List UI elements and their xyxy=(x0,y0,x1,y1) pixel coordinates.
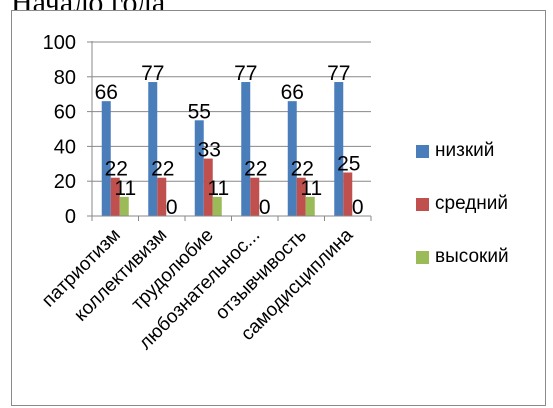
data-label: 55 xyxy=(188,100,211,123)
axes xyxy=(87,41,372,221)
data-label: 0 xyxy=(166,196,178,219)
bar-1 xyxy=(334,82,344,217)
data-label: 11 xyxy=(207,177,229,200)
legend-swatch xyxy=(416,198,429,211)
data-label: 0 xyxy=(259,196,271,219)
bar-2 xyxy=(343,172,353,216)
legend-swatch xyxy=(416,251,429,264)
data-label: 22 xyxy=(151,158,174,181)
bar-2 xyxy=(110,177,120,216)
bar-2 xyxy=(157,177,167,216)
bar-1 xyxy=(287,101,297,216)
bar-1 xyxy=(194,120,204,216)
y-tick-label: 100 xyxy=(43,32,76,54)
chart-frame xyxy=(11,10,546,406)
data-label: 11 xyxy=(300,177,322,200)
data-label: 77 xyxy=(327,62,350,85)
bar-1 xyxy=(101,101,111,216)
bar-2 xyxy=(296,177,306,216)
data-label: 25 xyxy=(337,153,360,176)
bar-2 xyxy=(203,158,213,216)
y-tick-label: 40 xyxy=(54,136,76,158)
bar-1 xyxy=(241,82,251,217)
bar-3 xyxy=(305,196,315,216)
legend-swatch xyxy=(416,145,429,158)
y-tick-label: 20 xyxy=(54,171,76,193)
data-label: 66 xyxy=(281,81,304,104)
legend-label: низкий xyxy=(435,140,495,161)
bar-3 xyxy=(119,196,129,216)
data-label: 11 xyxy=(114,177,136,200)
data-label: 33 xyxy=(198,139,221,162)
data-label: 22 xyxy=(244,158,267,181)
data-label: 77 xyxy=(234,62,257,85)
y-axis-tick-labels: 0 20 40 60 80 100 xyxy=(43,32,76,228)
legend-label: высокий xyxy=(435,246,509,267)
bar-1 xyxy=(148,82,158,217)
data-label: 77 xyxy=(141,62,164,85)
data-label: 0 xyxy=(352,196,364,219)
legend-label: средний xyxy=(435,193,509,214)
data-label: 22 xyxy=(291,158,314,181)
y-tick-label: 0 xyxy=(65,206,76,228)
bars xyxy=(101,82,353,217)
data-label: 66 xyxy=(95,81,118,104)
gridlines xyxy=(92,41,371,182)
y-tick-label: 60 xyxy=(54,102,76,124)
y-tick-label: 80 xyxy=(54,67,76,89)
category-labels: патриотизмколлективизмтрудолюбиелюбознат… xyxy=(38,224,357,354)
bar-2 xyxy=(250,177,260,216)
data-label: 22 xyxy=(105,158,128,181)
bar-3 xyxy=(212,196,222,216)
